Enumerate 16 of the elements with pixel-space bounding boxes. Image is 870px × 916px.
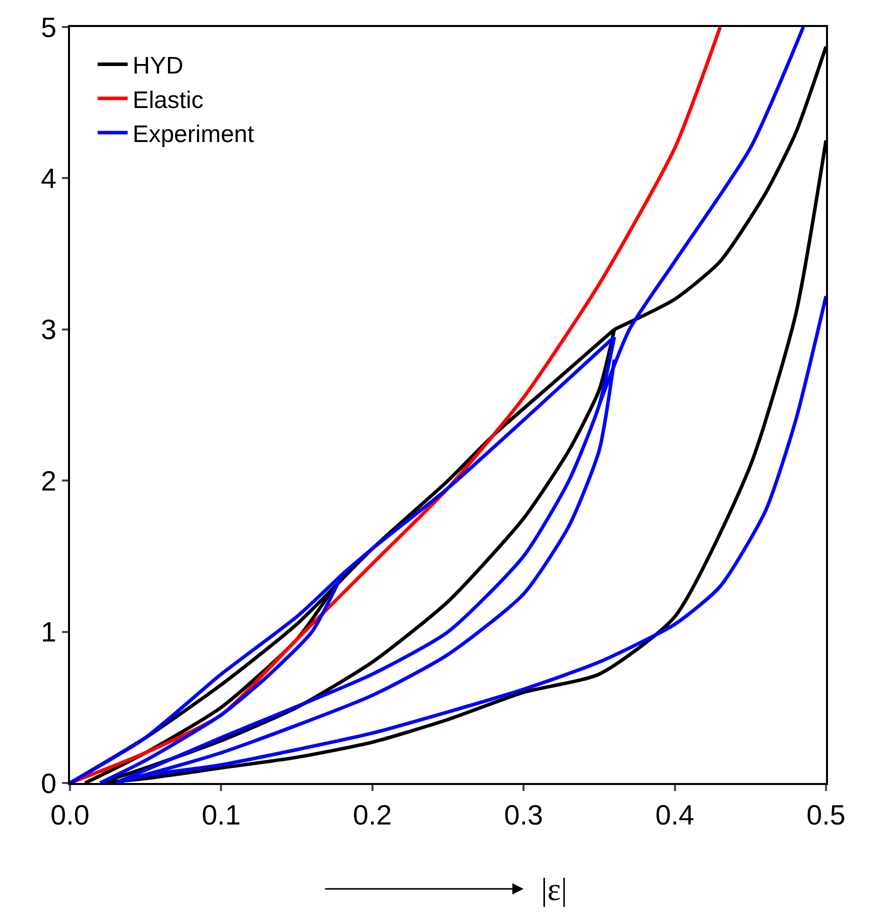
- x-axis-title: |ε|: [541, 871, 568, 907]
- y-tick-label: 1: [40, 616, 56, 648]
- x-tick-label: 0.5: [806, 800, 846, 831]
- x-tick-label: 0.1: [202, 800, 241, 831]
- legend-label: Elastic: [132, 86, 204, 114]
- y-tick-label: 2: [40, 465, 56, 496]
- y-tick-label: 5: [40, 12, 56, 43]
- y-tick-label: 4: [40, 163, 56, 194]
- legend-label: HYD: [132, 52, 184, 80]
- x-tick-label: 0.3: [504, 800, 544, 831]
- x-tick-label: 0.0: [50, 800, 90, 831]
- x-tick-label: 0.4: [655, 800, 694, 831]
- y-tick-label: 0: [40, 768, 56, 799]
- x-tick-label: 0.2: [352, 800, 392, 831]
- legend-label: Experiment: [132, 120, 254, 148]
- y-tick-label: 3: [40, 314, 56, 346]
